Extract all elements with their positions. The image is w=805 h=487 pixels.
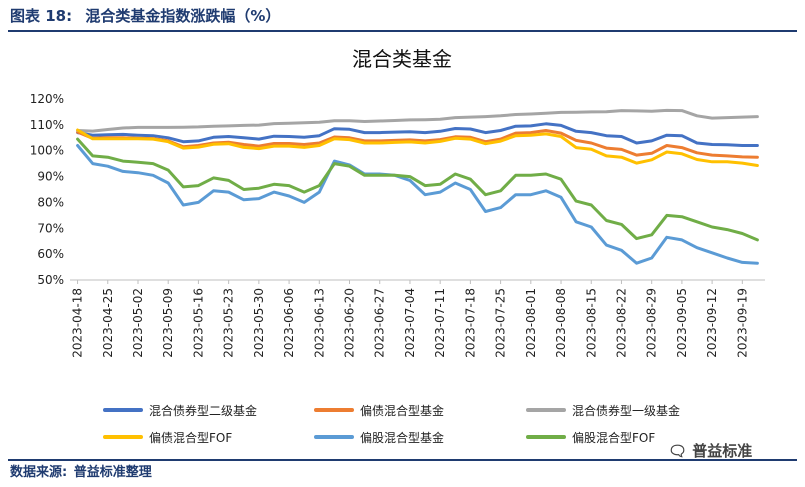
source-note: 数据来源: 普益标准整理 xyxy=(10,463,154,483)
watermark-text: 普益标准 xyxy=(692,442,753,460)
x-tick-label: 2023-05-30 xyxy=(252,288,266,358)
x-tick-label: 2023-04-18 xyxy=(71,288,85,358)
y-tick-label: 100% xyxy=(30,144,64,158)
x-tick-label: 2023-08-29 xyxy=(645,288,659,358)
y-tick-label: 60% xyxy=(37,247,64,261)
y-tick-label: 90% xyxy=(37,170,64,184)
x-tick-label: 2023-08-22 xyxy=(614,288,628,358)
series-line-6 xyxy=(76,137,759,242)
figure-title: 混合类基金指数涨跌幅（%） xyxy=(85,7,281,25)
legend-label: 偏债混合型基金 xyxy=(360,403,444,418)
x-tick-label: 2023-08-15 xyxy=(584,288,598,358)
x-tick-label: 2023-05-09 xyxy=(161,288,175,358)
wechat-icon: 🗨 xyxy=(668,442,688,460)
x-tick-label: 2023-07-25 xyxy=(494,288,508,358)
plot-area: 50% 60% 70% 80% 90% 100% 110% 120% 2023-04-18 202… xyxy=(30,92,765,358)
source-value: 普益标准整理 xyxy=(73,465,152,480)
legend-label: 混合债券型二级基金 xyxy=(149,403,257,418)
x-tick-label: 2023-07-11 xyxy=(433,288,447,358)
y-tick-label: 110% xyxy=(30,118,64,132)
y-tick-label: 50% xyxy=(37,273,64,287)
x-tick-label: 2023-05-16 xyxy=(191,288,205,358)
x-tick-label: 2023-08-08 xyxy=(554,288,568,358)
series-line-3 xyxy=(76,108,759,133)
caption-divider xyxy=(8,30,797,32)
watermark: 🗨 普益标准 xyxy=(668,440,752,461)
y-tick-label: 80% xyxy=(37,195,64,209)
x-tick-label: 2023-07-18 xyxy=(463,288,477,358)
y-tick-label: 120% xyxy=(30,92,64,106)
chart-title: 混合类基金 xyxy=(352,47,452,71)
series-line-4 xyxy=(76,128,759,167)
x-tick-label: 2023-07-04 xyxy=(403,288,417,358)
x-tick-label: 2023-09-05 xyxy=(675,288,689,358)
x-tick-label: 2023-09-19 xyxy=(735,288,749,358)
legend-label: 偏股混合型基金 xyxy=(360,430,444,445)
x-tick-label: 2023-06-20 xyxy=(343,288,357,358)
y-tick-label: 70% xyxy=(37,221,64,235)
footer-divider xyxy=(8,459,797,461)
figure-label: 图表 18: xyxy=(10,7,73,25)
legend-label: 混合债券型一级基金 xyxy=(572,403,680,418)
figure-caption: 图表 18: 混合类基金指数涨跌幅（%） xyxy=(10,4,795,28)
x-tick-label: 2023-05-02 xyxy=(131,288,145,358)
x-tick-label: 2023-08-01 xyxy=(524,288,538,358)
series-line-5 xyxy=(76,144,759,265)
x-tick-label: 2023-06-27 xyxy=(373,288,387,358)
series-line-1 xyxy=(76,122,759,147)
x-tick-label: 2023-05-23 xyxy=(222,288,236,358)
source-label: 数据来源: xyxy=(10,465,68,480)
legend-label: 偏股混合型FOF xyxy=(572,430,655,445)
x-tick-label: 2023-06-06 xyxy=(282,288,296,358)
x-tick-label: 2023-06-13 xyxy=(312,288,326,358)
legend-label: 偏债混合型FOF xyxy=(149,430,232,445)
x-tick-label: 2023-04-25 xyxy=(101,288,115,358)
x-tick-label: 2023-09-12 xyxy=(705,288,719,358)
